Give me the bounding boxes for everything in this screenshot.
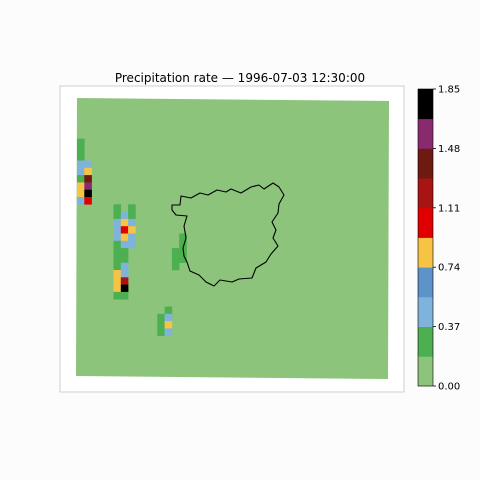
- precip-cell: [179, 255, 187, 263]
- precip-cell: [113, 211, 122, 220]
- precip-cell: [171, 255, 180, 263]
- precip-cell: [113, 255, 122, 263]
- colorbar-segment: [418, 356, 433, 387]
- precip-cell: [113, 284, 122, 293]
- precip-cell: [113, 233, 122, 242]
- precip-cell: [164, 313, 173, 322]
- precip-cell: [113, 204, 122, 212]
- precip-cell: [84, 182, 92, 190]
- precip-cell: [164, 328, 173, 336]
- colorbar-tick-label: 0.00: [438, 382, 460, 393]
- colorbar-tick-label: 1.48: [438, 144, 460, 155]
- precip-cell: [128, 211, 136, 220]
- precipitation-cells: [77, 138, 187, 336]
- precip-cell: [179, 240, 187, 249]
- colorbar-tick-label: 0.37: [438, 322, 460, 333]
- precip-cell: [84, 175, 92, 183]
- precip-cell: [113, 270, 122, 278]
- colorbar-ticks: 0.00 0.37 0.74 1.11 1.48 1.85: [433, 85, 460, 393]
- precip-cell: [179, 233, 187, 242]
- precip-cell: [120, 284, 129, 293]
- precip-cell: [171, 248, 180, 256]
- precip-cell: [128, 240, 136, 249]
- precip-cell: [120, 240, 129, 249]
- precip-cell: [157, 321, 165, 329]
- precip-cell: [113, 262, 122, 271]
- precip-cell: [164, 306, 173, 315]
- precip-cell: [77, 182, 85, 190]
- precip-cell: [120, 291, 129, 300]
- precip-cell: [84, 189, 92, 198]
- precip-cell: [128, 218, 136, 227]
- model-domain-background: [76, 98, 389, 379]
- colorbar-segment: [418, 118, 433, 149]
- precip-cell: [84, 197, 92, 205]
- precip-cell: [120, 248, 129, 256]
- colorbar-segment: [418, 178, 433, 209]
- precip-cell: [171, 262, 180, 271]
- colorbar-segment: [418, 148, 433, 179]
- colorbar-tick-label: 1.85: [438, 85, 460, 96]
- colorbar-tick-label: 0.74: [438, 263, 460, 274]
- precip-cell: [120, 226, 129, 234]
- precip-cell: [157, 328, 165, 336]
- precip-cell: [128, 204, 136, 212]
- colorbar: [418, 89, 433, 387]
- precip-cell: [77, 189, 85, 198]
- precip-cell: [128, 233, 136, 242]
- colorbar-frame: [417, 88, 434, 387]
- precip-cell: [113, 240, 122, 249]
- precip-cell: [120, 262, 129, 271]
- precip-cell: [77, 160, 85, 169]
- chart-title: Precipitation rate — 1996-07-03 12:30:00: [115, 71, 365, 85]
- precip-cell: [120, 218, 129, 227]
- precip-cell: [77, 138, 85, 147]
- precip-cell: [157, 313, 165, 322]
- precip-cell: [77, 175, 85, 183]
- precip-cell: [77, 197, 85, 205]
- precip-cell: [113, 226, 122, 234]
- precip-cell: [120, 211, 129, 220]
- precip-cell: [113, 248, 122, 256]
- precip-cell: [120, 233, 129, 242]
- colorbar-segment: [418, 207, 433, 238]
- precip-cell: [113, 291, 122, 300]
- precip-cell: [128, 226, 136, 234]
- colorbar-tick-label: 1.11: [438, 203, 460, 214]
- precip-cell: [113, 277, 122, 285]
- precip-cell: [84, 160, 92, 169]
- region-boundary-outline: [171, 182, 285, 287]
- precip-cell: [164, 321, 173, 329]
- colorbar-segment: [418, 89, 433, 120]
- precip-cell: [84, 167, 92, 176]
- precip-cell: [120, 270, 129, 278]
- precip-cell: [120, 255, 129, 263]
- precip-cell: [120, 277, 129, 285]
- precip-cell: [77, 153, 85, 161]
- colorbar-segment: [418, 326, 433, 357]
- colorbar-segment: [418, 237, 433, 268]
- precip-cell: [77, 167, 85, 176]
- colorbar-segment: [418, 296, 433, 327]
- colorbar-segment: [418, 267, 433, 298]
- precip-cell: [77, 145, 85, 154]
- precip-cell: [113, 218, 122, 227]
